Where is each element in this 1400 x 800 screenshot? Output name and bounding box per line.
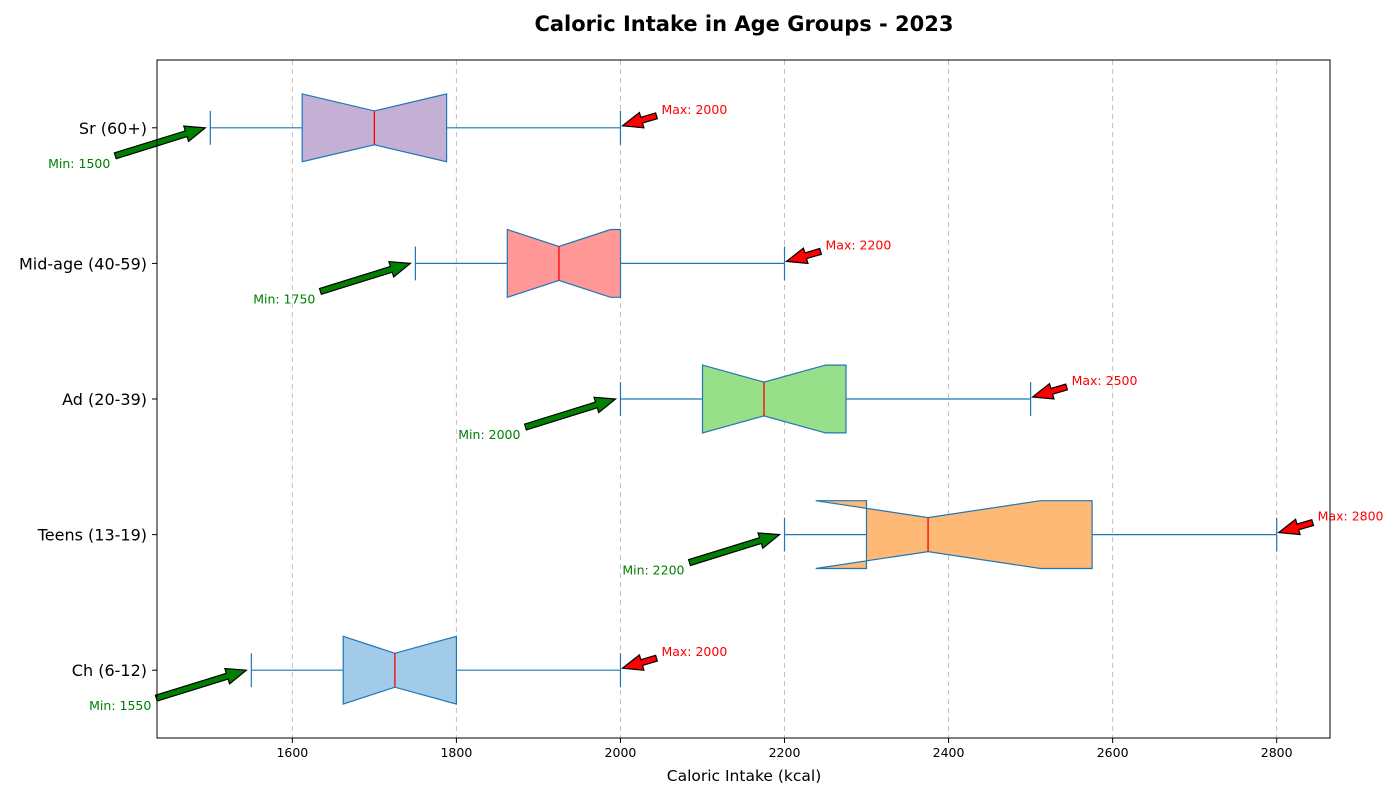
x-tick-label: 2000 [605,745,637,760]
y-tick-label: Teens (13-19) [37,526,147,545]
x-tick-label: 2400 [933,745,965,760]
x-tick-label: 1800 [440,745,472,760]
max-label: Max: 2000 [661,644,727,659]
min-arrow [113,125,207,160]
box-body [701,364,847,434]
y-tick-label: Sr (60+) [79,119,147,138]
max-arrow [1277,518,1315,536]
chart-title: Caloric Intake in Age Groups - 2023 [534,12,953,36]
annotations: Max: 2000 Min: 1550 Max: 2800 Min: 2200 Max:… [48,102,1383,713]
x-tick-label: 1600 [276,745,308,760]
grid-lines [291,60,1278,738]
max-label: Max: 2000 [661,102,727,117]
min-arrow [154,667,248,702]
min-label: Min: 1550 [89,698,151,713]
min-label: Min: 1750 [253,291,315,306]
y-tick-label: Mid-age (40-59) [19,254,147,273]
min-arrow [687,532,782,567]
x-axis-label: Caloric Intake (kcal) [667,767,822,785]
y-tick-label: Ch (6-12) [72,661,147,680]
x-tick-label: 2200 [769,745,801,760]
min-label: Min: 1500 [48,156,110,171]
max-label: Max: 2500 [1072,373,1138,388]
x-tick-label: 2800 [1261,745,1293,760]
min-arrow [523,396,618,431]
y-axis: Ch (6-12) Teens (13-19) Ad (20-39) Mid-age … [19,119,157,680]
max-arrow [1031,382,1069,400]
max-arrow [784,247,823,265]
min-label: Min: 2000 [458,427,520,442]
box-series [209,93,1278,705]
x-axis: 1600 1800 2000 2200 2400 2600 2800 [276,738,1293,760]
min-label: Min: 2200 [622,563,684,578]
box-body [815,500,1093,570]
max-label: Max: 2200 [826,237,892,252]
min-arrow [318,261,412,296]
max-label: Max: 2800 [1318,509,1384,524]
box-body [506,228,622,299]
max-arrow [620,653,659,671]
box-body [342,635,457,705]
max-arrow [620,111,659,129]
y-tick-label: Ad (20-39) [62,390,147,409]
x-tick-label: 2600 [1097,745,1129,760]
